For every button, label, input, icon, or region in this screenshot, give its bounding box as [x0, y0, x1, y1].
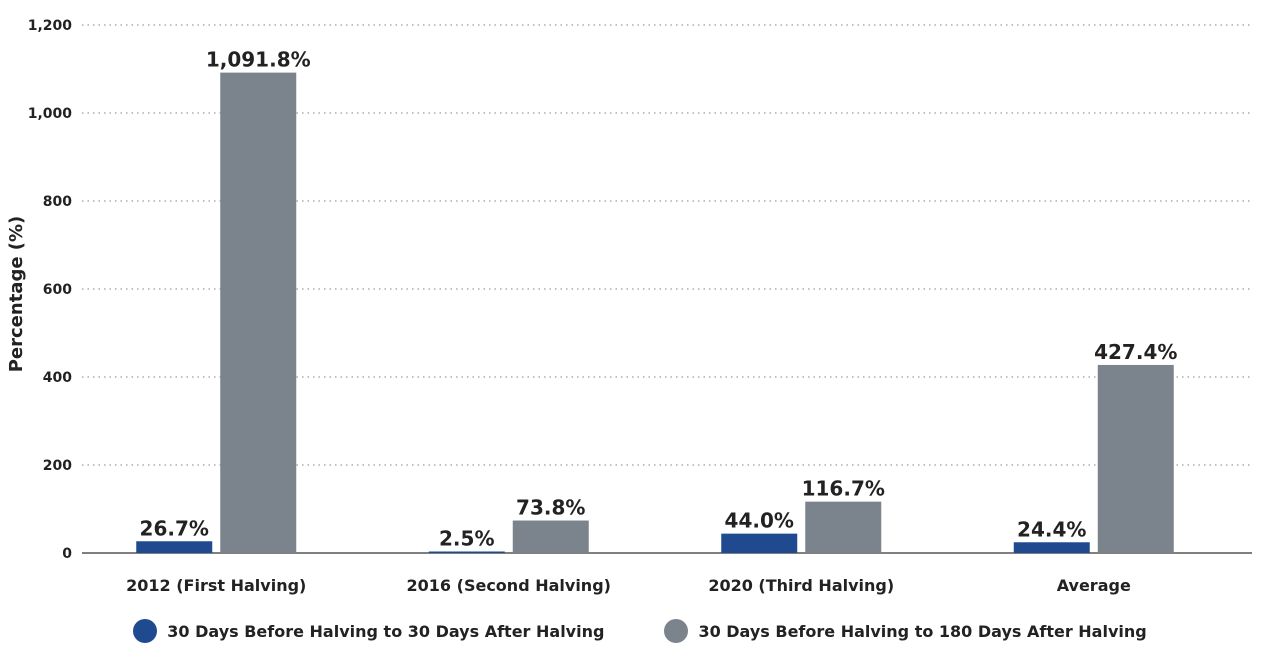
y-tick-label-5: 1,000 [28, 106, 73, 122]
bar-chart: 0 200 400 600 800 1,000 1,200 Percentage (%) 26.… [6, 18, 1252, 595]
data-label-series-1-cat-1: 26.7% [140, 516, 209, 540]
y-axis-title: Percentage (%) [6, 216, 27, 373]
x-category-label-4: Average [1057, 576, 1131, 595]
legend-label-series-1: 30 Days Before Halving to 30 Days After … [167, 621, 605, 641]
legend-swatch-series-2 [664, 619, 689, 643]
x-category-label-2: 2016 (Second Halving) [407, 576, 611, 595]
y-tick-label-3: 600 [43, 282, 72, 298]
legend: 30 Days Before Halving to 30 Days After … [0, 614, 1280, 648]
bar-series-2-cat-3 [805, 501, 882, 553]
bar-series-1-cat-3 [721, 533, 798, 553]
bar-series-1-cat-4 [1013, 542, 1090, 553]
y-tick-label-0: 0 [62, 546, 72, 562]
data-label-series-2-cat-3: 116.7% [802, 477, 885, 501]
bar-series-1-cat-1 [136, 541, 213, 553]
y-tick-label-1: 200 [43, 458, 72, 474]
data-label-series-2-cat-4: 427.4% [1094, 340, 1177, 364]
y-tick-label-4: 800 [43, 194, 72, 210]
legend-item-series-1: 30 Days Before Halving to 30 Days After … [133, 619, 604, 643]
data-label-series-1-cat-2: 2.5% [439, 527, 494, 551]
bar-series-2-cat-4 [1097, 364, 1174, 553]
bar-series-1-cat-2 [428, 551, 505, 553]
bar-series-2-cat-2 [512, 520, 589, 553]
x-category-label-1: 2012 (First Halving) [126, 576, 306, 595]
data-label-series-1-cat-4: 24.4% [1017, 517, 1086, 541]
x-category-label-3: 2020 (Third Halving) [708, 576, 894, 595]
y-tick-label-6: 1,200 [28, 18, 73, 34]
y-tick-label-2: 400 [43, 370, 72, 386]
data-label-series-1-cat-3: 44.0% [725, 509, 794, 533]
legend-swatch-series-1 [133, 619, 158, 643]
bar-series-2-cat-1 [220, 72, 297, 553]
data-label-series-2-cat-1: 1,091.8% [206, 48, 311, 72]
legend-label-series-2: 30 Days Before Halving to 180 Days After… [698, 621, 1147, 641]
data-label-series-2-cat-2: 73.8% [516, 496, 585, 520]
legend-item-series-2: 30 Days Before Halving to 180 Days After… [664, 619, 1147, 643]
